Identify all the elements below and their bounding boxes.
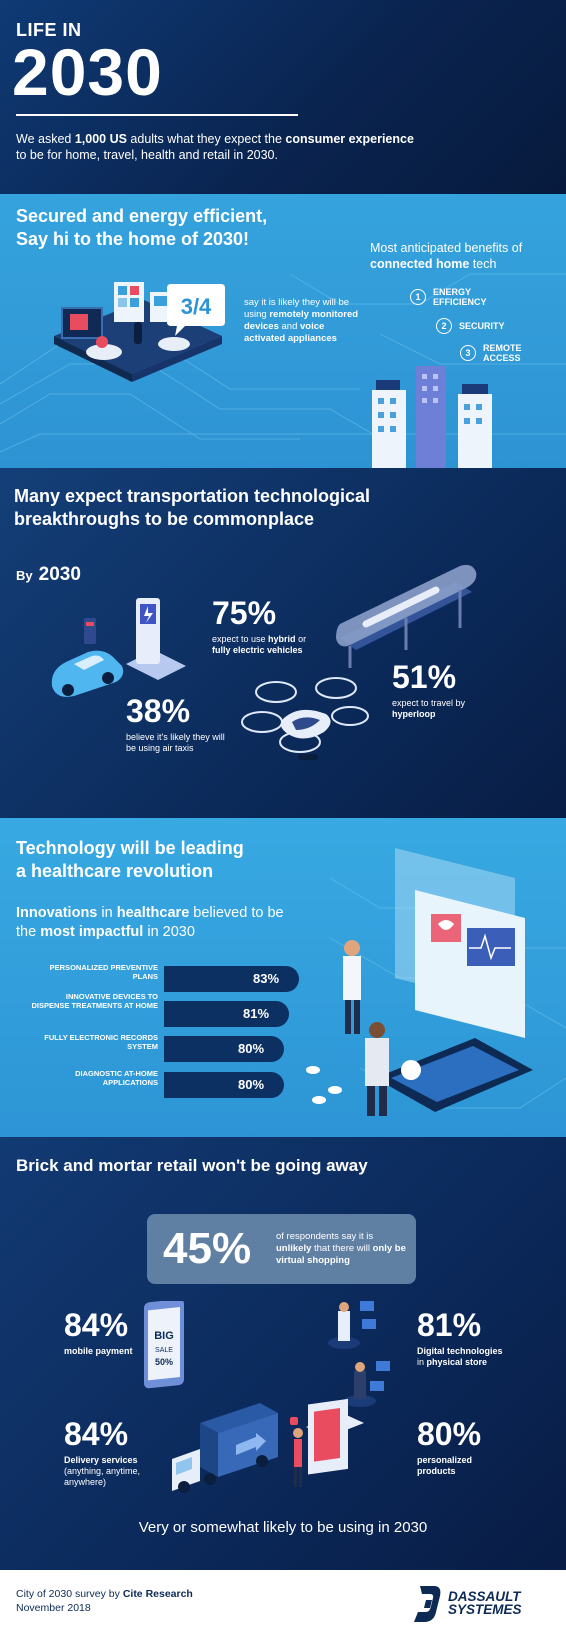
number-1-icon: 1 bbox=[410, 289, 426, 305]
retail-stat-label: personalized products bbox=[417, 1455, 473, 1476]
sign-sale: SALE bbox=[155, 1347, 173, 1354]
doctors-illustration bbox=[306, 848, 533, 1116]
source-date: November 2018 bbox=[16, 1602, 91, 1614]
dassault-logo-icon bbox=[414, 1586, 441, 1622]
health-section: Technology will be leading a healthcare … bbox=[0, 818, 566, 1137]
retail-stat-value: 80% bbox=[417, 1416, 482, 1452]
bar-value: 83% bbox=[253, 971, 280, 986]
card-percentage: 45% bbox=[163, 1224, 252, 1273]
health-bar-row: DIAGNOSTIC AT-HOME APPLICATIONS 80% bbox=[0, 1069, 310, 1100]
number-2-icon: 2 bbox=[436, 318, 452, 334]
bar-fill bbox=[164, 1001, 289, 1027]
footer-section: City of 2030 survey by Cite Research Nov… bbox=[0, 1570, 566, 1641]
health-bar-row: FULLY ELECTRONIC RECORDS SYSTEM 80% bbox=[0, 1033, 310, 1064]
bar-fill bbox=[164, 966, 299, 992]
ev-stat-text: expect to use hybrid or fully electric v… bbox=[212, 634, 307, 655]
benefit-item: 3 REMOTE ACCESS bbox=[460, 343, 522, 363]
header-section: LIFE IN 2030 We asked 1,000 US adults wh… bbox=[0, 0, 566, 194]
hyperloop-stat-value: 51% bbox=[392, 659, 457, 695]
bar-label: PERSONALIZED PREVENTIVE PLANS bbox=[49, 963, 158, 981]
health-subtitle: Innovations in healthcare believed to be… bbox=[16, 905, 284, 940]
ev-stat-value: 75% bbox=[212, 595, 277, 631]
air-taxi-drone-illustration bbox=[241, 677, 369, 760]
health-bar-row: PERSONALIZED PREVENTIVE PLANS 83% bbox=[0, 963, 310, 994]
home-title: Secured and energy efficient, Say hi to … bbox=[16, 206, 268, 249]
home-stat-note: say it is likely they will be using remo… bbox=[244, 297, 359, 344]
transport-title: Many expect transportation technological… bbox=[14, 486, 371, 529]
by-year-label: By 2030 bbox=[16, 564, 81, 585]
buildings-illustration bbox=[372, 366, 492, 468]
retail-stat-label: Delivery services (anything, anytime, any… bbox=[64, 1455, 141, 1487]
bar-label: INNOVATIVE DEVICES TO DISPENSE TREATMENT… bbox=[31, 992, 158, 1010]
number-3-icon: 3 bbox=[460, 345, 476, 361]
virtual-shopping-card: 45% of respondents say it is unlikely th… bbox=[147, 1214, 416, 1284]
speech-bubble-icon: 3/4 bbox=[167, 284, 225, 336]
retail-stat-label: Digital technologies in physical store bbox=[417, 1346, 503, 1367]
benefit-item: 2 SECURITY bbox=[436, 318, 505, 334]
air-taxi-stat-text: believe it's likely they will be using a… bbox=[126, 732, 225, 753]
bar-value: 81% bbox=[243, 1006, 270, 1021]
year-title: 2030 bbox=[12, 35, 163, 109]
bar-fill bbox=[164, 1036, 284, 1062]
smart-home-illustration bbox=[54, 282, 222, 382]
health-bar-row: INNOVATIVE DEVICES TO DISPENSE TREATMENT… bbox=[0, 992, 310, 1029]
hyperloop-illustration bbox=[336, 564, 477, 668]
bar-label: FULLY ELECTRONIC RECORDS SYSTEM bbox=[44, 1033, 158, 1051]
retail-title: Brick and mortar retail won't be going a… bbox=[16, 1156, 368, 1175]
benefit-item: 1 ENERGY EFFICIENCY bbox=[410, 287, 487, 307]
title-divider bbox=[16, 114, 298, 116]
bar-fill bbox=[164, 1072, 284, 1098]
health-title: Technology will be leading a healthcare … bbox=[16, 838, 244, 881]
card-text: of respondents say it is unlikely that t… bbox=[276, 1231, 406, 1266]
sign-big: BIG bbox=[154, 1330, 174, 1342]
transport-section: Many expect transportation technological… bbox=[0, 468, 566, 818]
fraction-value: 3/4 bbox=[181, 294, 212, 319]
bar-value: 80% bbox=[238, 1077, 265, 1092]
retail-stat-label: mobile payment bbox=[64, 1346, 133, 1356]
air-taxi-stat-value: 38% bbox=[126, 693, 191, 729]
source-credit: City of 2030 survey by Cite Research bbox=[16, 1588, 193, 1600]
benefits-title: Most anticipated benefits of connected h… bbox=[370, 241, 523, 271]
company-logo-text: DASSAULT SYSTEMES bbox=[448, 1589, 522, 1617]
bar-label: DIAGNOSTIC AT-HOME APPLICATIONS bbox=[75, 1069, 158, 1087]
retail-stat-value: 81% bbox=[417, 1307, 482, 1343]
retail-section: Brick and mortar retail won't be going a… bbox=[0, 1137, 566, 1570]
hyperloop-stat-text: expect to travel by hyperloop bbox=[392, 698, 466, 719]
electric-car-charger-illustration bbox=[51, 598, 186, 697]
retail-stat-value: 84% bbox=[64, 1307, 129, 1343]
retail-stat-value: 84% bbox=[64, 1416, 129, 1452]
bar-value: 80% bbox=[238, 1041, 265, 1056]
kicker: LIFE IN bbox=[16, 20, 82, 40]
home-section: Secured and energy efficient, Say hi to … bbox=[0, 194, 566, 468]
retail-footnote: Very or somewhat likely to be using in 2… bbox=[138, 1519, 428, 1536]
sign-pct: 50% bbox=[155, 1357, 173, 1367]
intro-text: We asked 1,000 US adults what they expec… bbox=[16, 132, 414, 162]
store-shoppers-illustration bbox=[290, 1301, 390, 1487]
sale-phone-illustration: BIG SALE 50% bbox=[144, 1301, 184, 1389]
delivery-truck-illustration bbox=[172, 1403, 278, 1493]
